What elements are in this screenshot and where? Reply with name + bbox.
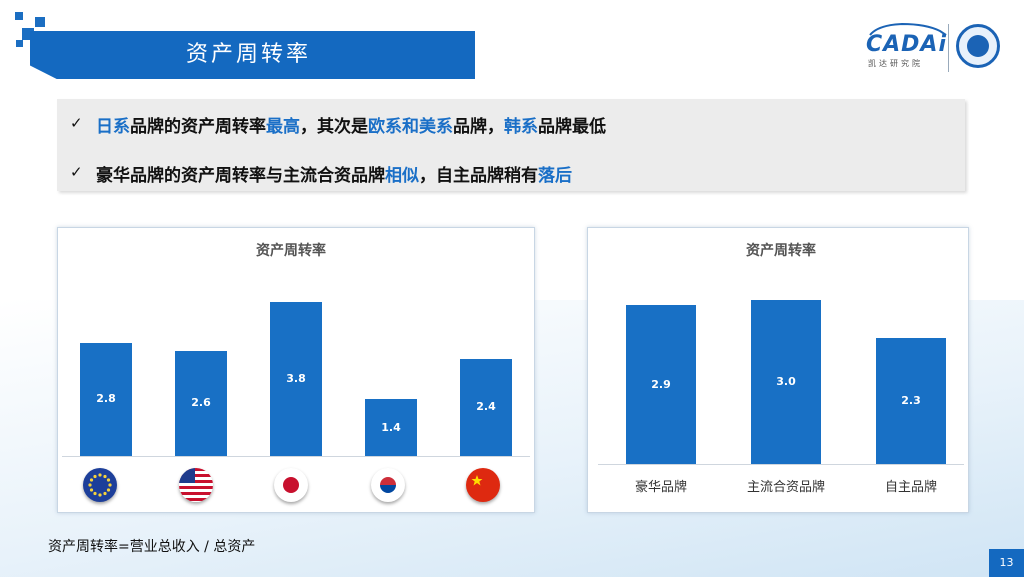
bar-value-label: 2.8 xyxy=(96,392,116,406)
seal-center xyxy=(967,35,989,57)
japan-flag-icon xyxy=(274,468,308,502)
chart-bar xyxy=(751,299,821,464)
page-number: 13 xyxy=(989,549,1024,577)
summary-text: 豪华品牌的资产周转率与主流合资品牌 xyxy=(96,166,385,186)
highlight-text: 日系 xyxy=(96,117,130,137)
summary-point-2: 豪华品牌的资产周转率与主流合资品牌相似，自主品牌稍有落后 xyxy=(96,161,572,186)
chart-panel-by-brand-type: 资产周转率 2.9 豪华品牌 3.0 主流合资品牌 2.3 自主品牌 xyxy=(587,227,969,513)
chart-title: 资产周转率 xyxy=(746,243,816,259)
chart-bar xyxy=(460,358,512,456)
summary-text: 品牌， xyxy=(453,117,504,137)
check-icon: ✓ xyxy=(70,163,83,181)
chart-panel-by-origin: 资产周转率 2.8 2.6 3.8 1.4 2.4 xyxy=(57,227,535,513)
bar-value-label: 2.6 xyxy=(191,396,211,410)
association-seal-icon xyxy=(956,24,1000,68)
korea-flag-icon xyxy=(371,468,405,502)
highlight-text: 欧系和美系 xyxy=(368,117,453,137)
formula-footnote: 资产周转率=营业总收入 / 总资产 xyxy=(48,539,256,555)
bar-value-label: 2.4 xyxy=(476,400,496,414)
car-outline-icon xyxy=(869,22,947,36)
bar-value-label: 3.0 xyxy=(776,374,796,388)
x-axis xyxy=(598,464,964,465)
chart-bar xyxy=(626,305,696,464)
logo-wordmark: CADAi xyxy=(866,32,948,57)
summary-point-1: 日系品牌的资产周转率最高，其次是欧系和美系品牌，韩系品牌最低 xyxy=(96,112,606,137)
highlight-text: 落后 xyxy=(538,166,572,186)
decor-square xyxy=(35,17,45,27)
us-canton xyxy=(179,468,195,483)
bar-value-label: 2.3 xyxy=(901,394,921,408)
summary-text: ，其次是 xyxy=(300,117,368,137)
logo-divider xyxy=(948,24,949,72)
eu-flag-icon xyxy=(83,468,117,502)
chart-bar xyxy=(365,399,417,456)
decor-square xyxy=(15,12,23,20)
korea-taegeuk xyxy=(380,477,396,493)
summary-text: 品牌最低 xyxy=(538,117,606,137)
bar-value-label: 1.4 xyxy=(381,420,401,434)
chart-bar xyxy=(270,302,322,456)
highlight-text: 韩系 xyxy=(504,117,538,137)
summary-text: ，自主品牌稍有 xyxy=(419,166,538,186)
logo-subtitle: 凯达研究院 xyxy=(868,59,923,68)
highlight-text: 最高 xyxy=(266,117,300,137)
category-label: 豪华品牌 xyxy=(634,480,687,495)
page-title: 资产周转率 xyxy=(186,42,312,67)
us-flag-icon xyxy=(179,468,213,502)
summary-text: 品牌的资产周转率 xyxy=(130,117,266,137)
logo: CADAi 凯达研究院 xyxy=(862,18,1012,78)
bar-value-label: 2.9 xyxy=(651,377,671,391)
check-icon: ✓ xyxy=(70,114,83,132)
japan-sun xyxy=(283,477,299,493)
chart-title: 资产周转率 xyxy=(256,243,326,259)
chart-bar xyxy=(876,338,946,464)
category-label: 主流合资品牌 xyxy=(746,480,825,495)
highlight-text: 相似 xyxy=(385,166,419,186)
x-axis xyxy=(62,456,530,457)
decor-square xyxy=(16,40,23,47)
category-label: 自主品牌 xyxy=(884,480,937,495)
summary-box: ✓ 日系品牌的资产周转率最高，其次是欧系和美系品牌，韩系品牌最低 ✓ 豪华品牌的… xyxy=(57,99,965,191)
bar-value-label: 3.8 xyxy=(286,372,306,386)
chart-bar xyxy=(175,350,227,456)
title-bar xyxy=(30,31,475,79)
china-flag-icon xyxy=(466,468,500,502)
chart-bar xyxy=(80,342,132,456)
